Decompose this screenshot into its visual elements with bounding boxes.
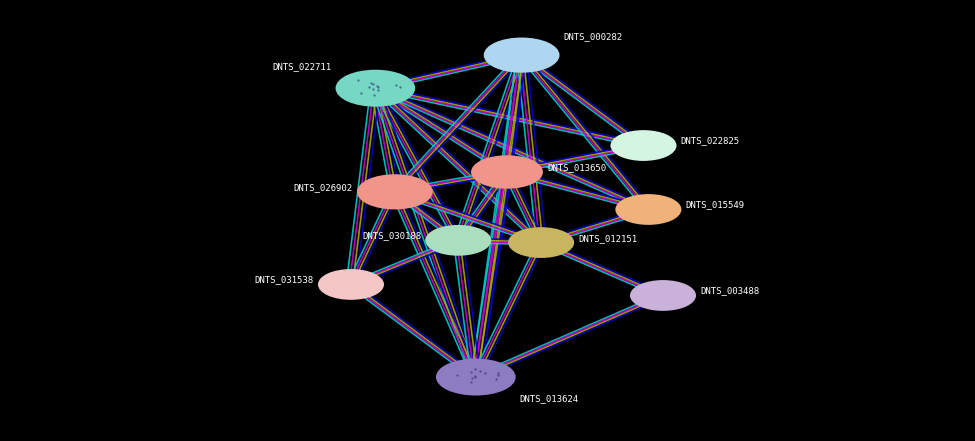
Text: DNTS_013650: DNTS_013650 [547,163,606,172]
Text: DNTS_015549: DNTS_015549 [685,201,745,209]
Text: DNTS_031538: DNTS_031538 [254,276,314,284]
Circle shape [319,270,383,299]
Text: DNTS_030188: DNTS_030188 [362,232,421,240]
Text: DNTS_000282: DNTS_000282 [564,32,623,41]
Circle shape [616,195,681,224]
Text: DNTS_003488: DNTS_003488 [700,287,760,295]
Circle shape [358,175,432,209]
Circle shape [509,228,573,257]
Circle shape [472,156,542,188]
Circle shape [336,71,414,106]
Circle shape [437,359,515,395]
Circle shape [485,38,559,72]
Text: DNTS_022711: DNTS_022711 [272,62,332,71]
Circle shape [631,281,695,310]
Text: DNTS_012151: DNTS_012151 [578,234,638,243]
Circle shape [611,131,676,160]
Text: DNTS_013624: DNTS_013624 [520,394,579,403]
Text: DNTS_022825: DNTS_022825 [681,137,740,146]
Circle shape [426,226,490,255]
Text: DNTS_026902: DNTS_026902 [293,183,353,192]
